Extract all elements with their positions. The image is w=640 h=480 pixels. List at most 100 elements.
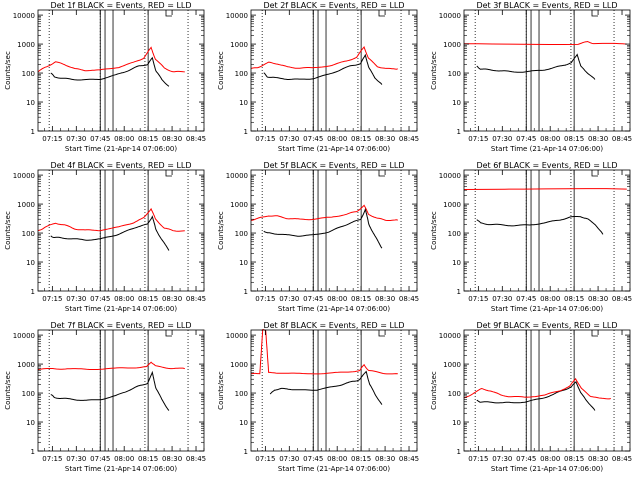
x-tick-label: 07:15 bbox=[255, 135, 275, 143]
panel-title: Det 6f BLACK = Events, RED = LLD bbox=[476, 161, 617, 170]
x-tick-label: 07:15 bbox=[42, 455, 62, 463]
series-lld bbox=[37, 361, 185, 371]
panel-title: Det 1f BLACK = Events, RED = LLD bbox=[50, 1, 191, 10]
series-events bbox=[50, 370, 170, 411]
y-tick-label: 1000 bbox=[443, 201, 461, 209]
x-tick-label: 07:30 bbox=[279, 455, 299, 463]
series-events bbox=[269, 370, 383, 405]
x-tick-label: 07:30 bbox=[66, 455, 86, 463]
series-lld bbox=[463, 377, 611, 400]
y-tick-label: 1000 bbox=[17, 361, 35, 369]
y-tick-label: 100 bbox=[22, 70, 35, 78]
x-tick-label: 07:30 bbox=[279, 295, 299, 303]
panel-title: Det 7f BLACK = Events, RED = LLD bbox=[50, 321, 191, 330]
x-axis-label: Start Time (21-Apr-14 07:06:00) bbox=[278, 305, 390, 313]
x-tick-label: 08:45 bbox=[612, 455, 632, 463]
y-tick-label: 1 bbox=[244, 288, 248, 296]
x-tick-label: 08:30 bbox=[588, 455, 608, 463]
x-tick-label: 08:15 bbox=[351, 295, 371, 303]
x-tick-label: 08:00 bbox=[114, 455, 134, 463]
gap-marker bbox=[165, 330, 172, 337]
series-events bbox=[476, 53, 596, 80]
x-tick-label: 08:30 bbox=[375, 295, 395, 303]
x-tick-label: 08:00 bbox=[540, 295, 560, 303]
x-tick-label: 07:30 bbox=[492, 135, 512, 143]
y-tick-label: 1000 bbox=[230, 201, 248, 209]
y-tick-label: 10000 bbox=[226, 332, 248, 340]
gap-marker bbox=[591, 10, 598, 17]
x-tick-label: 08:30 bbox=[375, 455, 395, 463]
x-tick-label: 08:30 bbox=[588, 295, 608, 303]
gap-marker bbox=[165, 10, 172, 17]
series-events bbox=[476, 381, 596, 411]
x-tick-label: 08:45 bbox=[612, 135, 632, 143]
x-tick-label: 08:15 bbox=[138, 135, 158, 143]
x-tick-label: 07:15 bbox=[255, 295, 275, 303]
series-lld bbox=[37, 46, 185, 73]
plot-frame bbox=[250, 9, 418, 132]
gap-marker bbox=[378, 10, 385, 17]
y-axis-label: Counts/sec bbox=[430, 211, 438, 250]
gap-marker bbox=[378, 330, 385, 337]
x-tick-label: 07:30 bbox=[279, 135, 299, 143]
panel-title: Det 8f BLACK = Events, RED = LLD bbox=[263, 321, 404, 330]
x-axis-label: Start Time (21-Apr-14 07:06:00) bbox=[491, 305, 603, 313]
x-tick-label: 07:15 bbox=[468, 295, 488, 303]
x-axis-label: Start Time (21-Apr-14 07:06:00) bbox=[65, 465, 177, 473]
x-tick-label: 08:00 bbox=[327, 135, 347, 143]
y-tick-label: 10 bbox=[26, 419, 35, 427]
panel-title: Det 9f BLACK = Events, RED = LLD bbox=[476, 321, 617, 330]
panel-8: Det 8f BLACK = Events, RED = LLD 1 10 100 10… bbox=[217, 321, 419, 473]
y-tick-label: 1000 bbox=[230, 361, 248, 369]
y-axis-label: Counts/sec bbox=[4, 371, 12, 410]
panel-6: Det 6f BLACK = Events, RED = LLD 1 10 100 10… bbox=[430, 161, 632, 313]
x-tick-label: 07:45 bbox=[516, 135, 536, 143]
x-tick-label: 07:45 bbox=[90, 455, 110, 463]
x-tick-label: 08:30 bbox=[588, 135, 608, 143]
gap-marker bbox=[591, 170, 598, 177]
plot-frame bbox=[250, 329, 418, 452]
series-lld bbox=[463, 188, 627, 190]
series-lld bbox=[250, 204, 398, 221]
plot-frame bbox=[250, 169, 418, 292]
y-tick-label: 100 bbox=[22, 230, 35, 238]
y-tick-label: 10000 bbox=[13, 332, 35, 340]
y-tick-label: 10000 bbox=[226, 172, 248, 180]
series-events bbox=[263, 207, 383, 249]
y-tick-label: 1000 bbox=[443, 41, 461, 49]
y-tick-label: 1000 bbox=[443, 361, 461, 369]
y-tick-label: 10000 bbox=[439, 172, 461, 180]
plot-frame bbox=[37, 169, 205, 292]
series-events bbox=[50, 215, 170, 251]
x-tick-label: 07:30 bbox=[492, 455, 512, 463]
y-axis-label: Counts/sec bbox=[217, 371, 225, 410]
panel-5: Det 5f BLACK = Events, RED = LLD 1 10 100 10… bbox=[217, 161, 419, 313]
panel-1: Det 1f BLACK = Events, RED = LLD 1 10 100 10… bbox=[4, 1, 206, 153]
y-tick-label: 1 bbox=[457, 128, 461, 136]
y-tick-label: 100 bbox=[448, 390, 461, 398]
x-axis-label: Start Time (21-Apr-14 07:06:00) bbox=[65, 145, 177, 153]
x-tick-label: 07:45 bbox=[90, 295, 110, 303]
y-axis-label: Counts/sec bbox=[4, 51, 12, 90]
x-tick-label: 08:30 bbox=[162, 295, 182, 303]
x-tick-label: 07:45 bbox=[303, 455, 323, 463]
y-tick-label: 10000 bbox=[13, 172, 35, 180]
y-tick-label: 10 bbox=[239, 419, 248, 427]
x-axis-label: Start Time (21-Apr-14 07:06:00) bbox=[491, 465, 603, 473]
panel-9: Det 9f BLACK = Events, RED = LLD 1 10 100 10… bbox=[430, 321, 632, 473]
x-tick-label: 07:15 bbox=[255, 455, 275, 463]
y-axis-label: Counts/sec bbox=[217, 211, 225, 250]
panel-3: Det 3f BLACK = Events, RED = LLD 1 10 100 10… bbox=[430, 1, 632, 153]
x-tick-label: 07:30 bbox=[66, 295, 86, 303]
y-tick-label: 1 bbox=[244, 448, 248, 456]
y-tick-label: 10 bbox=[452, 259, 461, 267]
y-tick-label: 10 bbox=[26, 259, 35, 267]
x-tick-label: 08:45 bbox=[186, 295, 206, 303]
x-tick-label: 08:45 bbox=[399, 135, 419, 143]
series-lld bbox=[250, 45, 398, 70]
panel-title: Det 5f BLACK = Events, RED = LLD bbox=[263, 161, 404, 170]
x-tick-label: 08:00 bbox=[327, 295, 347, 303]
series-lld bbox=[37, 207, 185, 232]
series-lld bbox=[463, 40, 627, 45]
